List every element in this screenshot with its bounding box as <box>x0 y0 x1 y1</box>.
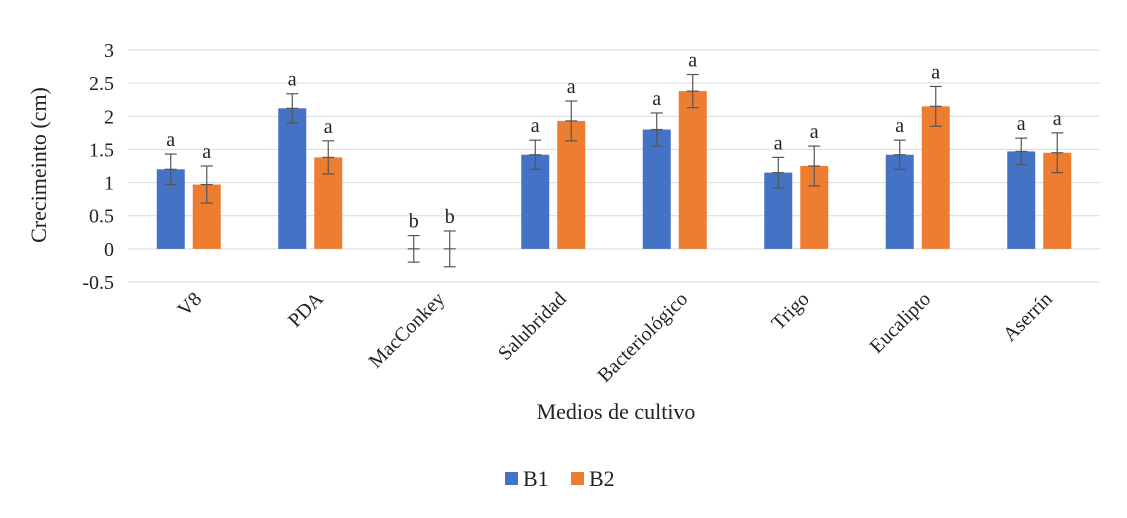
significance-label: a <box>166 129 175 151</box>
x-tick-label: MacConkey <box>365 288 450 373</box>
significance-label: a <box>931 61 940 83</box>
x-tick-label: Trigo <box>767 288 813 334</box>
bar-b2 <box>678 91 707 249</box>
significance-label: a <box>324 116 333 138</box>
y-axis-title: Crecimeinto (cm) <box>26 87 51 243</box>
significance-label: a <box>810 121 819 143</box>
significance-label: a <box>652 88 661 110</box>
significance-label: a <box>688 50 697 72</box>
significance-label: a <box>531 115 540 137</box>
x-tick-label: Aserrín <box>999 288 1057 346</box>
y-tick-label: 1.5 <box>89 139 114 161</box>
significance-label: a <box>288 69 297 91</box>
x-tick-label: V8 <box>173 288 206 321</box>
gridlines <box>128 49 1100 283</box>
y-tick-label: 1 <box>104 173 114 195</box>
y-tick-label: 3 <box>104 40 114 62</box>
error-bars <box>164 73 1064 268</box>
y-tick-label: 2.5 <box>89 73 114 95</box>
x-tick-label: Salubridad <box>494 288 571 365</box>
y-tick-label: 0 <box>104 239 114 261</box>
significance-label: a <box>895 115 904 137</box>
legend-swatch-b1 <box>505 472 518 485</box>
significance-label: a <box>1053 108 1062 130</box>
bar-b2 <box>557 120 586 249</box>
y-tick-label: 0.5 <box>89 206 114 228</box>
legend-label-b2: B2 <box>589 466 615 491</box>
bar-b2 <box>921 106 950 249</box>
y-axis-ticks: -0.5 0 0.5 1 1.5 2 2.5 3 <box>82 40 114 294</box>
significance-label: b <box>445 206 455 228</box>
bar-b1 <box>521 154 550 249</box>
x-tick-label: PDA <box>284 288 328 332</box>
significance-label: a <box>1017 113 1026 135</box>
y-tick-label: 2 <box>104 106 114 128</box>
legend-label-b1: B1 <box>523 466 549 491</box>
significance-labels: a a a a b b a a a a a a a a a a <box>166 50 1062 233</box>
significance-label: a <box>567 76 576 98</box>
bar-b1 <box>1007 151 1036 249</box>
bars <box>156 91 1072 249</box>
x-tick-label: Bacteriológico <box>593 288 692 387</box>
legend-swatch-b2 <box>571 472 584 485</box>
legend: B1 B2 <box>505 466 615 491</box>
significance-label: a <box>202 141 211 163</box>
x-tick-label: Eucalipto <box>866 288 936 358</box>
y-tick-label: -0.5 <box>82 272 114 294</box>
bar-b1 <box>885 154 914 249</box>
bar-b1 <box>642 129 671 249</box>
x-axis-ticks: V8 PDA MacConkey Salubridad Bacteriológico Tr… <box>173 288 1056 387</box>
bar-b1 <box>278 108 307 249</box>
significance-label: a <box>774 132 783 154</box>
significance-label: b <box>409 211 419 233</box>
x-axis-title: Medios de cultivo <box>537 399 696 424</box>
